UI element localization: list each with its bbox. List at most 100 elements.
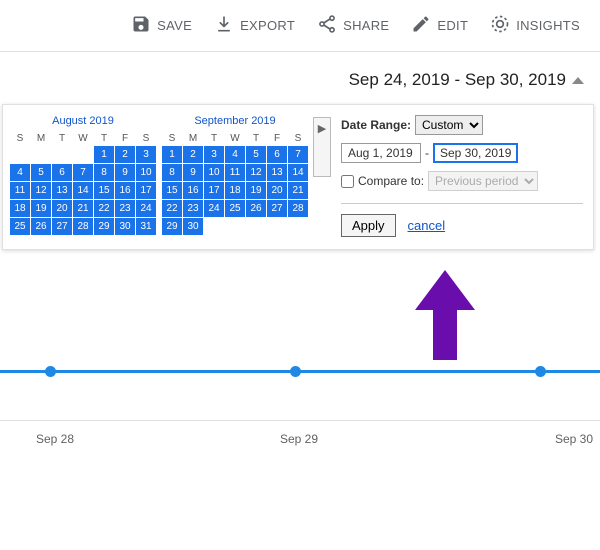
calendar-next-button[interactable]: ▶ (313, 117, 331, 177)
insights-label: INSIGHTS (516, 18, 580, 33)
date-range-select[interactable]: Custom (415, 115, 483, 135)
calendar-day[interactable]: 17 (136, 182, 156, 199)
calendar-day[interactable]: 11 (10, 182, 30, 199)
save-button[interactable]: SAVE (131, 14, 192, 37)
export-label: EXPORT (240, 18, 295, 33)
calendar-day[interactable]: 4 (10, 164, 30, 181)
save-icon (131, 14, 151, 37)
calendar-day[interactable]: 10 (204, 164, 224, 181)
calendar-day[interactable]: 14 (288, 164, 308, 181)
calendar-month-2[interactable]: September 2019 SMTWTFS123456789101112131… (161, 113, 309, 237)
annotation-arrow-icon (415, 270, 475, 363)
calendar-day[interactable]: 16 (115, 182, 135, 199)
export-button[interactable]: EXPORT (214, 14, 295, 37)
calendar-day[interactable]: 21 (73, 200, 93, 217)
calendar-day[interactable]: 22 (94, 200, 114, 217)
calendar-day[interactable]: 13 (52, 182, 72, 199)
calendar-day[interactable]: 17 (204, 182, 224, 199)
calendar-day[interactable]: 25 (225, 200, 245, 217)
compare-checkbox[interactable] (341, 175, 354, 188)
chevron-up-icon (572, 77, 584, 84)
calendar-day[interactable]: 29 (94, 218, 114, 235)
calendar-day[interactable]: 5 (31, 164, 51, 181)
calendar-day[interactable]: 8 (94, 164, 114, 181)
calendar-day[interactable]: 20 (52, 200, 72, 217)
calendar-day[interactable]: 30 (183, 218, 203, 235)
calendar-day[interactable]: 23 (183, 200, 203, 217)
calendar-day[interactable]: 24 (204, 200, 224, 217)
calendar-table-2[interactable]: SMTWTFS123456789101112131415161718192021… (161, 130, 309, 236)
chart-point[interactable] (535, 366, 546, 377)
calendar-day[interactable]: 20 (267, 182, 287, 199)
calendar-month-1[interactable]: August 2019 SMTWTFS123456789101112131415… (9, 113, 157, 237)
calendar-day[interactable]: 29 (162, 218, 182, 235)
start-date-input[interactable]: Aug 1, 2019 (341, 143, 421, 163)
calendar-day[interactable]: 5 (246, 146, 266, 163)
chart-point[interactable] (45, 366, 56, 377)
calendar-day[interactable]: 3 (136, 146, 156, 163)
calendar-day[interactable]: 26 (246, 200, 266, 217)
calendar-day[interactable]: 19 (31, 200, 51, 217)
apply-button[interactable]: Apply (341, 214, 396, 237)
calendar-table-1[interactable]: SMTWTFS123456789101112131415161718192021… (9, 130, 157, 236)
calendar-day[interactable]: 2 (183, 146, 203, 163)
share-button[interactable]: SHARE (317, 14, 389, 37)
calendar-day[interactable]: 4 (225, 146, 245, 163)
date-range-text: Sep 24, 2019 - Sep 30, 2019 (349, 70, 566, 90)
toolbar: SAVE EXPORT SHARE EDIT INSIGHTS (0, 0, 600, 52)
calendar-day[interactable]: 28 (288, 200, 308, 217)
end-date-input[interactable]: Sep 30, 2019 (433, 143, 518, 163)
calendar-day[interactable]: 3 (204, 146, 224, 163)
x-axis-label: Sep 30 (555, 432, 593, 446)
calendars: August 2019 SMTWTFS123456789101112131415… (9, 113, 331, 237)
chevron-right-icon: ▶ (318, 122, 326, 135)
calendar-day[interactable]: 16 (183, 182, 203, 199)
calendar-day[interactable]: 24 (136, 200, 156, 217)
insights-button[interactable]: INSIGHTS (490, 14, 580, 37)
calendar-day[interactable]: 6 (267, 146, 287, 163)
share-label: SHARE (343, 18, 389, 33)
calendar-day[interactable]: 2 (115, 146, 135, 163)
calendar-day[interactable]: 23 (115, 200, 135, 217)
date-range-display[interactable]: Sep 24, 2019 - Sep 30, 2019 (0, 52, 600, 96)
calendar-day[interactable]: 8 (162, 164, 182, 181)
calendar-day[interactable]: 7 (288, 146, 308, 163)
insights-icon (490, 14, 510, 37)
calendar-day[interactable]: 19 (246, 182, 266, 199)
calendar-day[interactable]: 1 (94, 146, 114, 163)
calendar-day[interactable]: 12 (31, 182, 51, 199)
calendar-day[interactable]: 27 (267, 200, 287, 217)
calendar-day[interactable]: 18 (225, 182, 245, 199)
edit-button[interactable]: EDIT (411, 14, 468, 37)
calendar-day[interactable]: 14 (73, 182, 93, 199)
calendar-day[interactable]: 6 (52, 164, 72, 181)
calendar-day[interactable]: 15 (162, 182, 182, 199)
cancel-link[interactable]: cancel (408, 218, 446, 233)
calendar-day[interactable]: 9 (115, 164, 135, 181)
date-range-dash: - (425, 146, 429, 160)
picker-controls: Date Range: Custom Aug 1, 2019 - Sep 30,… (341, 113, 583, 237)
calendar-day[interactable]: 1 (162, 146, 182, 163)
share-icon (317, 14, 337, 37)
calendar-day[interactable]: 27 (52, 218, 72, 235)
calendar-day[interactable]: 9 (183, 164, 203, 181)
calendar-day[interactable]: 25 (10, 218, 30, 235)
calendar-day[interactable]: 21 (288, 182, 308, 199)
compare-select[interactable]: Previous period (428, 171, 538, 191)
calendar-day[interactable]: 30 (115, 218, 135, 235)
x-axis-label: Sep 29 (280, 432, 318, 446)
calendar-day[interactable]: 11 (225, 164, 245, 181)
calendar-day[interactable]: 31 (136, 218, 156, 235)
calendar-day[interactable]: 13 (267, 164, 287, 181)
calendar-day[interactable]: 18 (10, 200, 30, 217)
calendar-day[interactable]: 28 (73, 218, 93, 235)
calendar-day[interactable]: 7 (73, 164, 93, 181)
chart-point[interactable] (290, 366, 301, 377)
date-range-label: Date Range: (341, 118, 411, 132)
calendar-day[interactable]: 15 (94, 182, 114, 199)
calendar-day[interactable]: 22 (162, 200, 182, 217)
calendar-day[interactable]: 26 (31, 218, 51, 235)
calendar-day[interactable]: 10 (136, 164, 156, 181)
edit-label: EDIT (437, 18, 468, 33)
calendar-day[interactable]: 12 (246, 164, 266, 181)
